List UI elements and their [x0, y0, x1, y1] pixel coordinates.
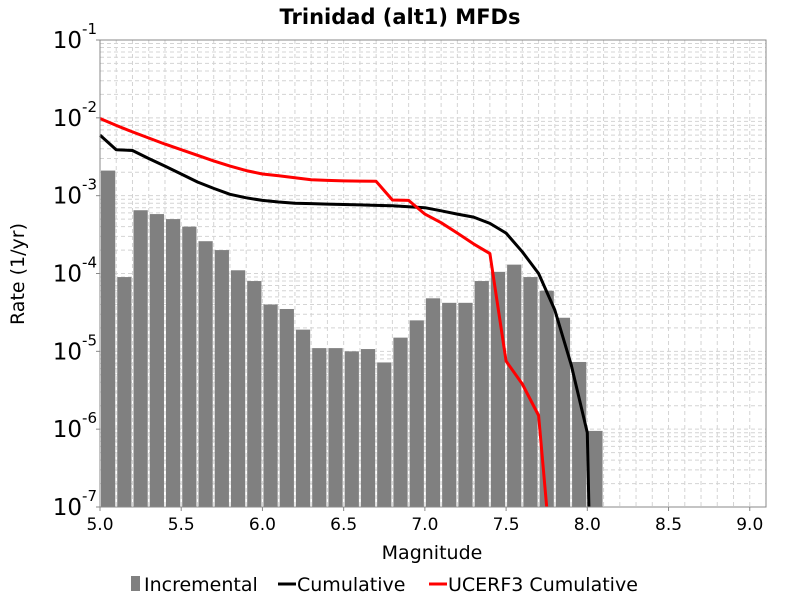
bar-incremental	[539, 290, 554, 507]
y-tick-label: 10-4	[53, 254, 97, 288]
legend-label-ucerf3: UCERF3 Cumulative	[448, 574, 638, 596]
y-axis-ticks: 10-1 10-2 10-3 10-4 10-5 10-6 10-7	[53, 20, 100, 521]
bar-incremental	[393, 337, 408, 507]
y-tick-label: 10-7	[53, 487, 97, 521]
x-tick-label: 5.5	[168, 515, 195, 535]
x-tick-label: 6.0	[249, 515, 276, 535]
bar-incremental	[555, 317, 571, 507]
incremental-bars	[101, 170, 603, 508]
bar-incremental	[133, 210, 148, 507]
bar-incremental	[425, 298, 441, 507]
y-tick-label: 10-5	[53, 331, 97, 365]
x-tick-label: 9.0	[736, 515, 763, 535]
bar-incremental	[360, 349, 376, 507]
bar-incremental	[507, 264, 522, 507]
bar-incremental	[572, 361, 587, 507]
chart-legend: Incremental Cumulative UCERF3 Cumulative	[131, 574, 638, 596]
bar-incremental	[230, 270, 246, 507]
bar-incremental	[588, 430, 603, 507]
bar-incremental	[198, 241, 213, 508]
legend-label-incremental: Incremental	[144, 574, 258, 596]
bar-incremental	[101, 170, 116, 507]
bar-incremental	[523, 277, 538, 507]
x-axis-ticks: 5.0 5.5 6.0 6.5 7.0 7.5 8.0 8.5 9.0	[86, 507, 763, 535]
x-tick-label: 8.0	[574, 515, 601, 535]
chart-title: Trinidad (alt1) MFDs	[280, 5, 521, 29]
bar-incremental	[442, 302, 457, 507]
x-tick-label: 7.0	[411, 515, 438, 535]
bar-incremental	[214, 250, 229, 508]
bar-incremental	[409, 320, 424, 507]
cumulative-lines	[98, 117, 591, 508]
y-tick-label: 10-1	[53, 20, 97, 54]
bar-incremental	[149, 214, 164, 508]
bar-incremental	[117, 277, 132, 507]
x-tick-label: 8.5	[655, 515, 682, 535]
bar-incremental	[247, 281, 262, 507]
bar-incremental	[263, 304, 278, 507]
bar-incremental	[458, 302, 473, 507]
legend-label-cumulative: Cumulative	[297, 574, 405, 596]
x-tick-label: 5.0	[86, 515, 113, 535]
bar-incremental	[474, 281, 489, 507]
legend-swatch-incremental	[131, 576, 140, 591]
line-cumulative	[98, 133, 591, 508]
bar-incremental	[328, 348, 343, 507]
x-axis-label: Magnitude	[382, 542, 483, 564]
bar-incremental	[182, 226, 197, 508]
y-axis-label: Rate (1/yr)	[7, 223, 29, 325]
y-tick-label: 10-3	[53, 176, 97, 210]
bar-incremental	[344, 351, 359, 507]
line-ucerf3-cumulative	[99, 117, 549, 508]
bar-incremental	[279, 308, 294, 507]
y-tick-label: 10-6	[53, 409, 97, 443]
bar-incremental	[377, 362, 392, 507]
x-tick-label: 7.5	[493, 515, 520, 535]
y-tick-label: 10-2	[53, 98, 97, 132]
x-tick-label: 6.5	[330, 515, 357, 535]
bar-incremental	[312, 348, 327, 507]
bar-incremental	[165, 219, 181, 507]
bar-incremental	[295, 329, 311, 507]
